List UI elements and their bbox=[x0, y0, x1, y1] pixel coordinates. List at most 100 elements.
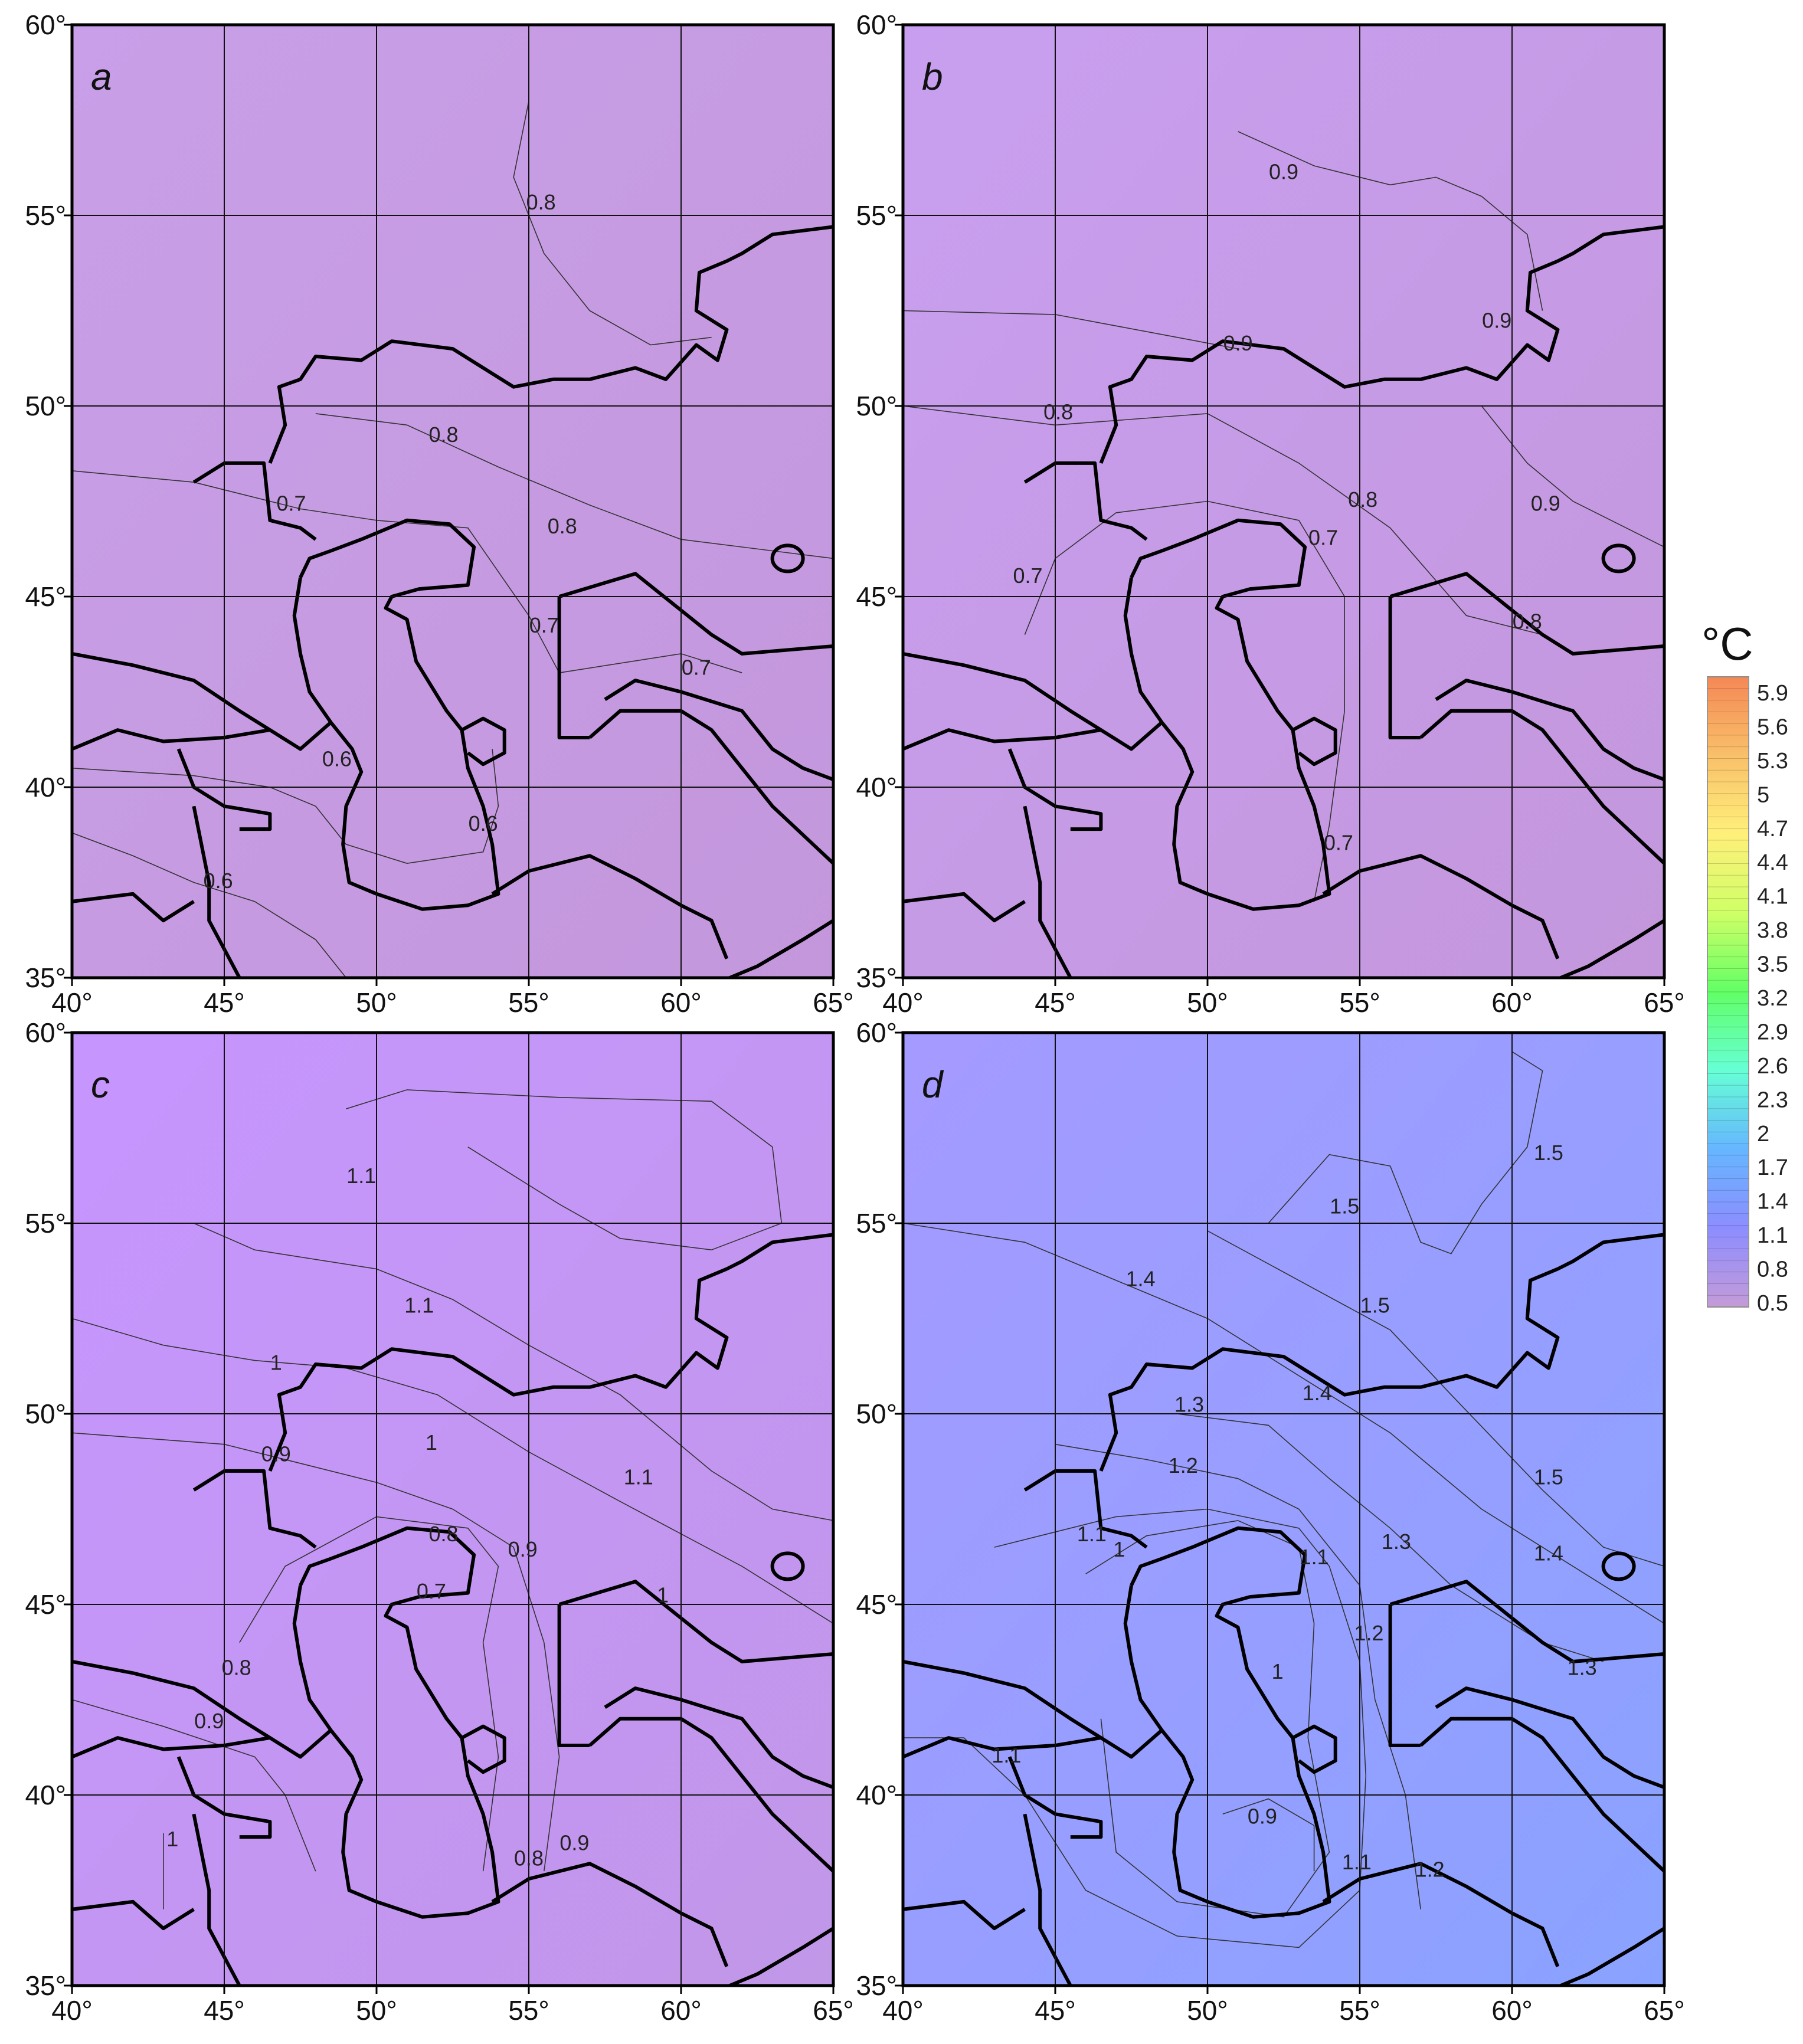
contour-line bbox=[513, 101, 712, 346]
contour-line bbox=[72, 749, 499, 864]
contour-label: 1.5 bbox=[1330, 1194, 1359, 1218]
y-tick-label: 45° bbox=[856, 581, 897, 612]
map-background bbox=[903, 25, 1664, 978]
x-tick-label: 60° bbox=[1491, 987, 1533, 1018]
contour-label: 1.2 bbox=[1169, 1453, 1198, 1478]
contour-label: 1.5 bbox=[1360, 1293, 1390, 1318]
contour-line bbox=[1481, 405, 1664, 548]
coastline-volga bbox=[1023, 461, 1148, 541]
x-tick-label: 65° bbox=[813, 1995, 854, 2026]
contour-label: 0.9 bbox=[1223, 331, 1253, 355]
contour-label: 1.4 bbox=[1534, 1541, 1563, 1565]
colorbar-tick-label: 1.7 bbox=[1757, 1155, 1788, 1180]
coastline-turk_uz bbox=[604, 679, 833, 781]
colorbar-tick-label: 2.9 bbox=[1757, 1020, 1788, 1044]
coastline-georgia bbox=[903, 728, 1101, 751]
coastline-iraq bbox=[72, 1899, 195, 1931]
coastline-iraq bbox=[903, 892, 1026, 923]
coastline-georgia bbox=[72, 1736, 270, 1759]
contour-line bbox=[1238, 131, 1543, 311]
y-tick-label: 35° bbox=[856, 1970, 897, 2001]
x-tick-label: 50° bbox=[1187, 987, 1228, 1018]
coastline-iraq bbox=[72, 892, 195, 923]
map-background bbox=[903, 1033, 1664, 1986]
x-tick-label: 50° bbox=[1187, 1995, 1228, 2026]
y-tick-label: 40° bbox=[856, 772, 897, 802]
contour-label: 1 bbox=[1272, 1659, 1284, 1683]
y-tick-label: 55° bbox=[856, 1208, 897, 1239]
coastline-afg bbox=[681, 919, 833, 978]
coastline-afg bbox=[681, 1927, 833, 1986]
coastline-russia_kz bbox=[1099, 225, 1664, 464]
y-tick-label: 60° bbox=[856, 1017, 897, 1048]
coastline-aral_border bbox=[1388, 1604, 1421, 1747]
colorbar: °C 5.9 5.6 5.3 5 4.7 4.4 4.1 3.8 3.5 3.2 2.9 2.6 2.3… bbox=[1701, 618, 1788, 1316]
x-tick-label: 45° bbox=[1035, 987, 1076, 1018]
colorbar-tick-label: 0.8 bbox=[1757, 1257, 1788, 1282]
map-content: 0.8 0.8 0.8 0.7 0.7 0.7 0.6 0.6 0.6 bbox=[72, 25, 833, 978]
coastline-russia_kz bbox=[268, 1233, 833, 1472]
contour-line bbox=[72, 1432, 560, 1872]
contour-label: 0.9 bbox=[508, 1537, 538, 1561]
y-tick-label: 50° bbox=[856, 1398, 897, 1429]
x-tick-label: 40° bbox=[51, 1995, 93, 2026]
coastline-turk_uz bbox=[1435, 679, 1664, 781]
y-tick-label: 55° bbox=[25, 200, 66, 231]
colorbar-tick-label: 5.3 bbox=[1757, 749, 1788, 774]
colorbar-ticks: 5.9 5.6 5.3 5 4.7 4.4 4.1 3.8 3.5 3.2 2.9 2.6 2.3 2 1.… bbox=[1757, 681, 1788, 1316]
contour-label: 1.5 bbox=[1534, 1465, 1563, 1489]
coastline-caucasus bbox=[72, 1659, 332, 1759]
colorbar-tick-label: 1.1 bbox=[1757, 1223, 1788, 1248]
contour-label: 1 bbox=[270, 1351, 282, 1375]
x-tick-label: 65° bbox=[1644, 1995, 1685, 2026]
y-tick-label: 40° bbox=[25, 772, 66, 802]
coastline-armenia bbox=[1007, 748, 1103, 831]
x-tick-label: 55° bbox=[1339, 987, 1380, 1018]
coastline-georgia bbox=[72, 728, 270, 751]
contour-label: 0.6 bbox=[204, 869, 233, 893]
contour-line bbox=[1222, 1798, 1315, 1872]
coastline-volga bbox=[192, 1469, 317, 1549]
map-content: 0.9 0.9 0.9 0.9 0.8 0.8 0.8 0.7 0.7 0.7 bbox=[903, 25, 1664, 978]
colorbar-tick-label: 3.2 bbox=[1757, 986, 1788, 1011]
panel-letter: a bbox=[91, 55, 112, 98]
contour-line bbox=[315, 413, 833, 559]
coastline-aral_border bbox=[557, 597, 590, 739]
contour-label: 0.7 bbox=[1308, 526, 1338, 550]
contour-line bbox=[72, 470, 742, 674]
contour-line bbox=[346, 1089, 783, 1251]
coastline-afg bbox=[1512, 919, 1664, 978]
y-tick-label: 45° bbox=[856, 1589, 897, 1620]
x-tick-label: 40° bbox=[882, 1995, 924, 2026]
coastline-turk_uz bbox=[1435, 1686, 1664, 1789]
map-content: 1.5 1.5 1.5 1.5 1.4 1.4 1.4 1.3 1.3 1.3 1.2 1.2 1.2 1… bbox=[903, 1033, 1664, 1986]
panel-letter: b bbox=[922, 55, 943, 98]
contour-label: 0.6 bbox=[322, 746, 352, 771]
aral-sea-marker bbox=[1601, 543, 1636, 574]
coastline-afg bbox=[1512, 1927, 1664, 1986]
x-tick-label: 55° bbox=[1339, 1995, 1380, 2026]
colorbar-tick-label: 4.4 bbox=[1757, 850, 1788, 875]
contour-label: 0.8 bbox=[222, 1655, 251, 1679]
contour-label: 1 bbox=[657, 1583, 669, 1607]
contour-line bbox=[239, 1516, 499, 1872]
contour-label: 1.3 bbox=[1568, 1655, 1597, 1679]
coastline-caucasus bbox=[72, 651, 332, 751]
coastline-aral_border bbox=[557, 1604, 590, 1747]
colorbar-bar bbox=[1707, 676, 1749, 1308]
contour-line bbox=[72, 1699, 316, 1872]
aral-sea-marker bbox=[1601, 1551, 1636, 1581]
y-tick-label: 60° bbox=[856, 9, 897, 40]
contour-label: 1.1 bbox=[404, 1293, 434, 1318]
colorbar-tick-label: 5.9 bbox=[1757, 681, 1788, 706]
coastline-uzbek bbox=[1419, 709, 1664, 865]
contour-label: 1.2 bbox=[1415, 1858, 1445, 1882]
contour-label: 0.9 bbox=[261, 1442, 291, 1466]
coastline-russia_kz bbox=[268, 225, 833, 464]
colorbar-tick-label: 2.6 bbox=[1757, 1054, 1788, 1079]
contour-label: 1.4 bbox=[1303, 1381, 1332, 1405]
contour-label: 0.7 bbox=[1324, 830, 1353, 854]
coastline-uzbek bbox=[588, 709, 833, 865]
contour-label: 1.4 bbox=[1125, 1266, 1155, 1290]
x-tick-label: 60° bbox=[660, 1995, 702, 2026]
